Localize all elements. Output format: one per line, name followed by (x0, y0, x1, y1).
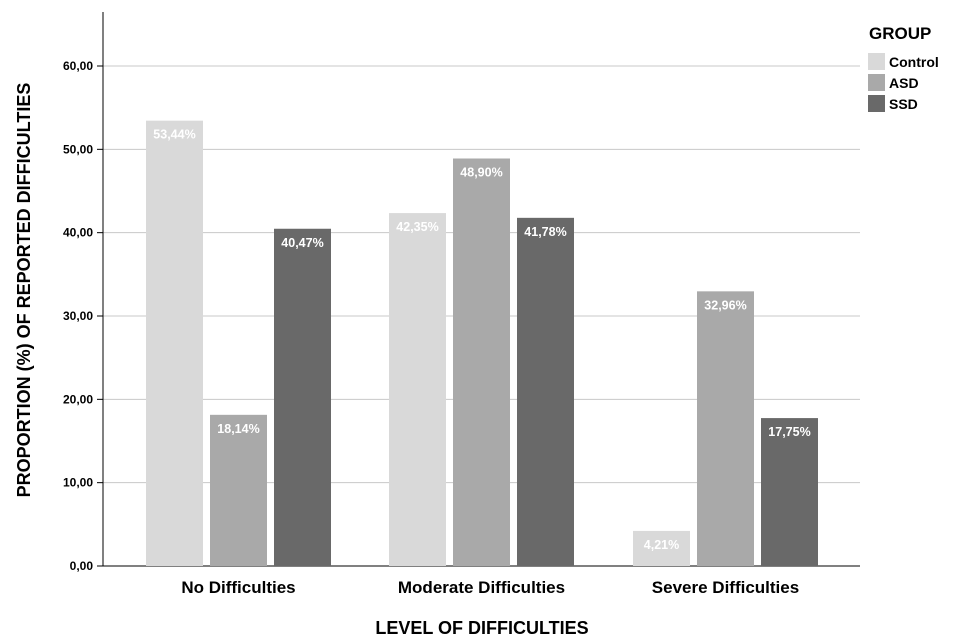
y-tick-label: 50,00 (63, 142, 93, 156)
data-label: 41,78% (524, 225, 566, 239)
legend-title: GROUP (869, 24, 931, 43)
legend-items: Control ASD SSD (868, 53, 939, 112)
bar-control (146, 120, 203, 567)
x-tick-label: No Difficulties (181, 578, 295, 597)
x-tick-label: Moderate Difficulties (398, 578, 565, 597)
data-label: 53,44% (153, 128, 195, 142)
data-label: 48,90% (460, 166, 502, 180)
bar-control (633, 530, 690, 566)
bar-ssd (761, 418, 818, 566)
legend-swatch-asd (868, 74, 885, 91)
legend-swatch-ssd (868, 95, 885, 112)
legend: GROUP Control ASD SSD (868, 24, 939, 112)
bar-asd (210, 414, 267, 566)
y-tick-label: 10,00 (63, 476, 93, 490)
y-tick-label: 30,00 (63, 309, 93, 323)
bar-asd (697, 291, 754, 566)
bar-control (389, 213, 446, 567)
y-axis-label: PROPORTION (%) OF REPORTED DIFFICULTIES (14, 83, 34, 498)
legend-label: Control (889, 54, 939, 70)
y-tick-label: 40,00 (63, 226, 93, 240)
y-ticks: 0,00 10,00 20,00 30,00 40,00 50,00 60,00 (63, 59, 103, 573)
data-label: 32,96% (704, 298, 746, 312)
data-label: 4,21% (644, 538, 679, 552)
data-label: 17,75% (768, 425, 810, 439)
x-tick-label: Severe Difficulties (652, 578, 799, 597)
bars: 53,44% 18,14% 40,47% 42,35% 48,90% 41,78% 4,21… (146, 120, 818, 567)
legend-swatch-control (868, 53, 885, 70)
legend-label: SSD (889, 96, 918, 112)
data-label: 42,35% (396, 220, 438, 234)
y-tick-label: 0,00 (70, 559, 94, 573)
legend-label: ASD (889, 75, 919, 91)
bar-ssd (274, 228, 331, 566)
data-label: 40,47% (281, 236, 323, 250)
data-label: 18,14% (217, 422, 259, 436)
bar-ssd (517, 217, 574, 567)
x-axis-label: LEVEL OF DIFFICULTIES (375, 618, 588, 638)
y-tick-label: 20,00 (63, 392, 93, 406)
x-ticks: No Difficulties Moderate Difficulties Seve… (181, 578, 799, 597)
y-tick-label: 60,00 (63, 59, 93, 73)
bar-asd (453, 158, 510, 566)
